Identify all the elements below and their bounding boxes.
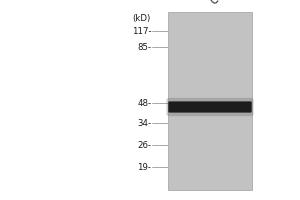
Text: 34-: 34-: [137, 118, 152, 128]
Text: 117-: 117-: [132, 26, 152, 36]
Bar: [168, 12, 252, 190]
Text: COS7: COS7: [209, 0, 235, 6]
FancyBboxPatch shape: [168, 101, 252, 113]
FancyBboxPatch shape: [167, 98, 254, 116]
Text: 26-: 26-: [137, 140, 152, 149]
Text: 85-: 85-: [137, 43, 152, 51]
Text: (kD): (kD): [132, 14, 150, 23]
Text: 19-: 19-: [137, 162, 152, 171]
Text: 48-: 48-: [137, 98, 152, 108]
